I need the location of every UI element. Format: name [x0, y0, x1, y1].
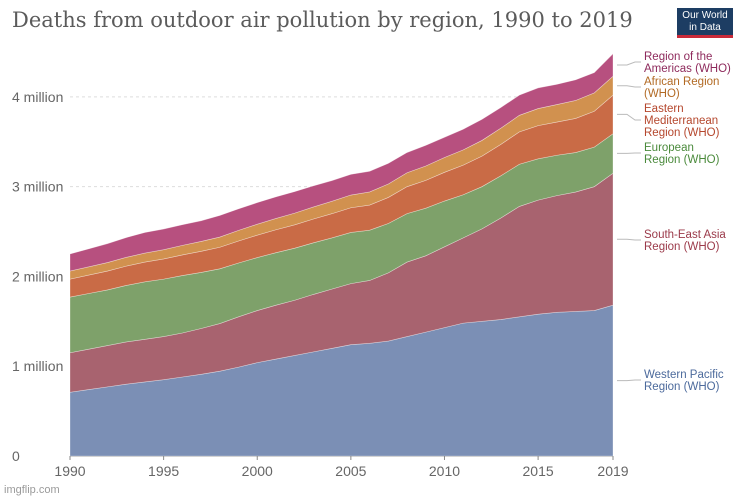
- y-tick-label: 1 million: [12, 358, 63, 374]
- y-tick-label: 4 million: [12, 89, 63, 105]
- series-label: Region (WHO): [644, 241, 720, 253]
- legend-connector: [617, 85, 641, 88]
- owid-logo[interactable]: Our World in Data: [677, 8, 733, 38]
- x-tick-label: 1995: [148, 463, 179, 479]
- logo-text-line1: Our World: [682, 10, 728, 21]
- series-label: African Region: [644, 76, 719, 88]
- series-label: Eastern: [644, 103, 684, 115]
- y-tick-label: 0: [12, 448, 20, 464]
- chart-title: Deaths from outdoor air pollution by reg…: [12, 8, 633, 32]
- series-label: European: [644, 142, 694, 154]
- series-label: Region of the: [644, 51, 712, 63]
- legend-connector: [617, 238, 641, 241]
- logo-text-line2: in Data: [689, 22, 721, 33]
- x-tick-label: 2010: [429, 463, 460, 479]
- series-label: Region (WHO): [644, 154, 720, 166]
- legend-connector: [617, 113, 641, 121]
- x-tick-label: 2005: [335, 463, 366, 479]
- series-label: Western Pacific: [644, 369, 724, 381]
- series-label: (WHO): [644, 88, 680, 100]
- area-region-of-the-americas-who: [69, 53, 614, 272]
- legend-connector: [617, 61, 641, 66]
- stacked-area-chart: 0 1 million 2 million 3 million 4 million 199…: [12, 51, 731, 479]
- x-tick-label: 2015: [523, 463, 554, 479]
- series-label: Region (WHO): [644, 381, 720, 393]
- logo-accent-bar: [677, 35, 733, 38]
- series-label: Mediterranean: [644, 115, 718, 127]
- legend-connector: [617, 379, 641, 382]
- x-tick-label: 2019: [597, 463, 628, 479]
- series-label: Region (WHO): [644, 127, 720, 139]
- imgflip-watermark: imgflip.com: [4, 484, 60, 496]
- series-label: South-East Asia: [644, 229, 726, 241]
- y-tick-label: 3 million: [12, 179, 63, 195]
- x-tick-label: 2000: [242, 463, 273, 479]
- series-label: Americas (WHO): [644, 63, 731, 75]
- y-tick-label: 2 million: [12, 268, 63, 284]
- x-tick-label: 1990: [54, 463, 85, 479]
